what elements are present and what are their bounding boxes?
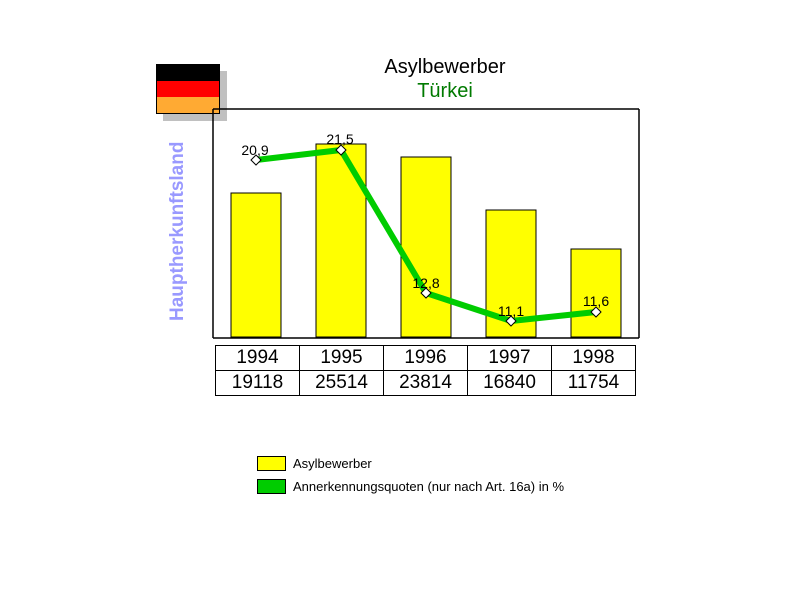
- table-cell-value: 25514: [299, 370, 384, 396]
- flag-stripe-black: [157, 65, 219, 81]
- germany-flag-icon: [156, 64, 220, 114]
- chart-subtitle: Türkei: [417, 80, 473, 102]
- table-cell-value: 23814: [383, 370, 468, 396]
- flag-stripe-gold: [157, 97, 219, 113]
- marker-1996: [420, 287, 432, 299]
- bar-1994: [230, 192, 282, 338]
- legend-label: Annerkennungsquoten (nur nach Art. 16a) …: [293, 479, 565, 494]
- bar-1995: [315, 143, 367, 338]
- bar-1998: [570, 248, 622, 338]
- table-cell-year: 1998: [551, 345, 636, 371]
- table-row-values: 19118 25514 23814 16840 11754: [215, 370, 636, 396]
- table-cell-value: 19118: [215, 370, 300, 396]
- legend-swatch-green: [257, 479, 286, 494]
- marker-1994: [250, 154, 262, 166]
- line-label-1994: 20,9: [241, 142, 268, 158]
- line-label-1995: 21,5: [326, 131, 353, 147]
- marker-1995: [335, 144, 347, 156]
- line-label-1997: 11,1: [498, 303, 524, 319]
- line-label-1998: 11,6: [583, 293, 609, 309]
- chart-title: Asylbewerber: [384, 56, 506, 78]
- data-table: 1994 1995 1996 1997 1998 19118 25514 238…: [215, 345, 636, 396]
- table-cell-value: 11754: [551, 370, 636, 396]
- legend-label: Asylbewerber: [293, 456, 372, 471]
- table-cell-value: 16840: [467, 370, 552, 396]
- table-row-years: 1994 1995 1996 1997 1998: [215, 345, 636, 371]
- flag-stripe-red: [157, 81, 219, 97]
- legend: Asylbewerber Annerkennungsquoten (nur na…: [257, 452, 564, 498]
- marker-1997: [505, 315, 517, 327]
- legend-item-asylbewerber: Asylbewerber: [257, 452, 564, 475]
- legend-swatch-yellow: [257, 456, 286, 471]
- marker-1998: [590, 306, 602, 318]
- legend-item-quote: Annerkennungsquoten (nur nach Art. 16a) …: [257, 475, 564, 498]
- table-cell-year: 1995: [299, 345, 384, 371]
- table-cell-year: 1997: [467, 345, 552, 371]
- line-label-1996: 12,8: [412, 275, 439, 291]
- table-cell-year: 1996: [383, 345, 468, 371]
- bar-1996: [400, 156, 452, 338]
- table-cell-year: 1994: [215, 345, 300, 371]
